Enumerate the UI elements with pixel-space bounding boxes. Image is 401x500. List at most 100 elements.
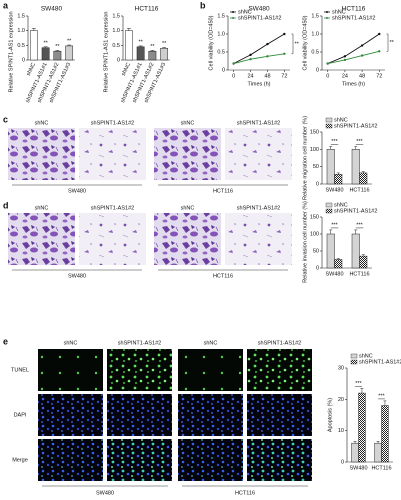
y-tick-label: 1.0	[217, 31, 225, 37]
bar	[29, 30, 38, 61]
row-label: Merge	[12, 457, 28, 463]
significance: **	[55, 44, 60, 50]
bar	[374, 442, 382, 463]
x-tick-label: 0	[232, 73, 235, 79]
y-tick-label: 1.5	[112, 13, 120, 19]
column-label: shNC	[181, 205, 195, 211]
error-bar	[329, 146, 333, 150]
bar	[359, 255, 368, 269]
x-tick-label: 48	[264, 73, 270, 79]
column-label: shNC	[181, 120, 195, 126]
legend-label: shSPINT1-AS1#2	[334, 123, 377, 129]
bar	[334, 259, 343, 269]
y-tick-label: 1.0	[17, 28, 25, 34]
point	[326, 62, 329, 65]
x-tick-label: shNC	[121, 62, 132, 77]
point	[343, 58, 347, 62]
bracket	[386, 33, 389, 52]
significance: **	[43, 40, 48, 46]
y-tick-label: 150	[310, 129, 319, 135]
panel-label: a	[3, 0, 9, 10]
micrograph	[107, 439, 172, 481]
bar	[148, 50, 157, 61]
legend-label: shSPINT1-AS1#2	[359, 359, 401, 365]
x-tick-label: HCT116	[349, 187, 369, 193]
y-tick-label: 0.5	[311, 49, 319, 55]
legend-swatch	[350, 359, 358, 365]
micrograph	[154, 128, 221, 180]
significance: **	[295, 41, 300, 47]
significance: ***	[331, 222, 338, 228]
significance: **	[150, 44, 155, 50]
group-label: SW480	[68, 273, 86, 279]
row-label: DAPI	[14, 412, 27, 418]
y-tick-label: 1.0	[112, 28, 120, 34]
legend-label: shNC	[332, 9, 346, 15]
bar	[351, 149, 360, 185]
micrograph	[154, 213, 221, 265]
significance: ***	[355, 381, 362, 387]
significance: ***	[356, 222, 363, 228]
legend-swatch	[325, 123, 333, 129]
point	[360, 54, 364, 57]
point	[378, 32, 381, 36]
micrograph	[178, 439, 243, 481]
error-bar	[383, 400, 387, 406]
micrograph	[247, 439, 312, 481]
y-axis-label: Relative SPINT1-AS1 expression	[103, 11, 109, 92]
x-tick-label: SW480	[325, 271, 343, 277]
error-bar	[329, 229, 333, 234]
y-tick-label: 50	[313, 164, 319, 170]
error-bar	[336, 172, 340, 175]
y-tick-label: 100	[310, 147, 319, 153]
significance: ***	[378, 393, 385, 399]
legend-swatch	[232, 17, 234, 19]
x-tick-label: 24	[247, 73, 253, 79]
y-tick-label: 10	[338, 428, 344, 434]
y-tick-label: 100	[310, 231, 319, 237]
micrograph	[8, 213, 75, 265]
point	[232, 62, 235, 65]
error-bar	[126, 28, 131, 31]
bar	[351, 442, 359, 463]
micrograph	[225, 213, 292, 265]
x-tick-label: SW480	[349, 465, 367, 471]
y-tick-label: 0.5	[112, 43, 120, 49]
significance: **	[67, 38, 72, 44]
chart-title: SW480	[248, 6, 270, 13]
x-tick-label: 24	[342, 73, 348, 79]
x-tick-label: shNC	[26, 62, 37, 77]
bar	[326, 233, 335, 269]
panel-label: e	[3, 336, 8, 346]
line	[233, 33, 285, 64]
column-label: shNC	[35, 120, 49, 126]
line	[327, 50, 380, 64]
panel-label: c	[3, 114, 8, 124]
column-label: shNC	[64, 340, 78, 346]
x-tick-label: 48	[359, 73, 365, 79]
significance: ***	[331, 139, 338, 145]
error-bar	[360, 388, 364, 394]
y-tick-label: 0	[117, 57, 120, 63]
y-axis-label: Relative invasion cell number (%)	[302, 201, 308, 283]
error-bar	[55, 50, 60, 52]
micrograph	[79, 213, 146, 265]
y-tick-label: 0	[222, 67, 225, 73]
x-tick-label: 72	[376, 73, 382, 79]
legend-swatch	[350, 353, 358, 359]
bar	[358, 392, 366, 463]
error-bar	[43, 46, 48, 48]
error-bar	[67, 44, 72, 46]
y-tick-label: 0	[22, 57, 25, 63]
legend-swatch	[325, 208, 333, 214]
y-tick-label: 0.5	[17, 43, 25, 49]
bar	[351, 233, 360, 269]
error-bar	[162, 47, 167, 49]
point	[343, 55, 347, 58]
x-tick-label: HCT116	[371, 465, 391, 471]
legend-swatch	[326, 11, 328, 13]
point	[283, 52, 286, 55]
legend-swatch	[325, 202, 333, 208]
